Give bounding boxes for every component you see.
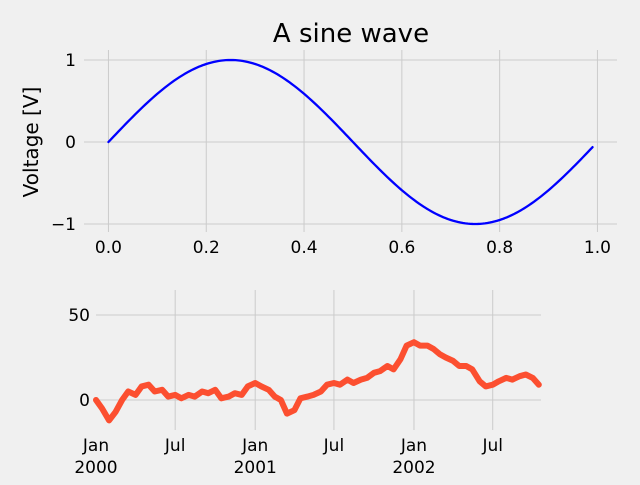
walk-x-tick-year: 2002: [392, 458, 435, 478]
walk-x-tick-label: Jan: [400, 436, 427, 456]
walk-y-tick-label: 50: [68, 306, 90, 326]
sine-x-tick-label: 0.2: [193, 238, 220, 258]
sine-y-tick-label: 1: [65, 51, 76, 71]
walk-y-tick-label: 0: [79, 391, 90, 411]
sine-chart-y-ticks: 1 0 −1: [51, 51, 76, 235]
sine-wave-line: [107, 58, 594, 226]
random-walk-chart-grid: [96, 290, 541, 430]
sine-y-tick-label: −1: [51, 215, 76, 235]
sine-x-tick-label: 0.4: [291, 238, 318, 258]
random-walk-chart-y-ticks: 50 0: [68, 306, 90, 411]
sine-chart-grid: [84, 50, 617, 232]
walk-x-tick-label: Jan: [82, 436, 109, 456]
sine-y-tick-label: 0: [65, 133, 76, 153]
sine-chart: 0.0 0.2 0.4 0.6 0.8 1.0 1 0 −1 A sine wave Volt…: [19, 19, 617, 258]
walk-x-tick-label: Jul: [481, 436, 503, 456]
walk-x-tick-year: 2001: [234, 458, 277, 478]
sine-chart-title: A sine wave: [273, 19, 429, 49]
sine-chart-y-label: Voltage [V]: [19, 87, 43, 198]
walk-x-tick-label: Jul: [323, 436, 345, 456]
walk-x-tick-year: 2000: [74, 458, 117, 478]
walk-x-tick-label: Jul: [164, 436, 186, 456]
random-walk-line: [93, 339, 542, 424]
sine-chart-x-ticks: 0.0 0.2 0.4 0.6 0.8 1.0: [95, 238, 611, 258]
sine-x-tick-label: 0.0: [95, 238, 122, 258]
sine-x-tick-label: 1.0: [584, 238, 611, 258]
sine-x-tick-label: 0.6: [388, 238, 415, 258]
sine-x-tick-label: 0.8: [486, 238, 513, 258]
walk-x-tick-label: Jan: [241, 436, 268, 456]
